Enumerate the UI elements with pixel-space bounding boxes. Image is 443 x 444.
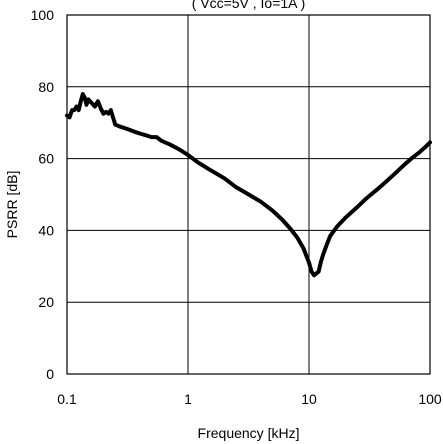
- y-tick-label: 60: [38, 151, 54, 167]
- x-tick-label: 10: [301, 391, 317, 407]
- y-tick-label: 20: [38, 294, 54, 310]
- x-axis-label: Frequency [kHz]: [198, 425, 300, 441]
- y-tick-label: 40: [38, 222, 54, 238]
- x-tick-label: 100: [418, 391, 442, 407]
- x-tick-label: 0.1: [57, 391, 77, 407]
- x-tick-labels: 0.1 1 10 100: [57, 391, 442, 407]
- y-tick-label: 100: [31, 7, 55, 23]
- y-tick-label: 0: [46, 366, 54, 382]
- series-line: [65, 92, 432, 278]
- y-tick-labels: 0 20 40 60 80 100: [31, 7, 55, 382]
- plot-frame: [66, 14, 431, 375]
- y-tick-label: 80: [38, 79, 54, 95]
- x-tick-label: 1: [184, 391, 192, 407]
- y-axis-label: PSRR [dB]: [4, 171, 20, 239]
- chart-title: ( Vcc=5V , Io=1A ): [192, 0, 306, 11]
